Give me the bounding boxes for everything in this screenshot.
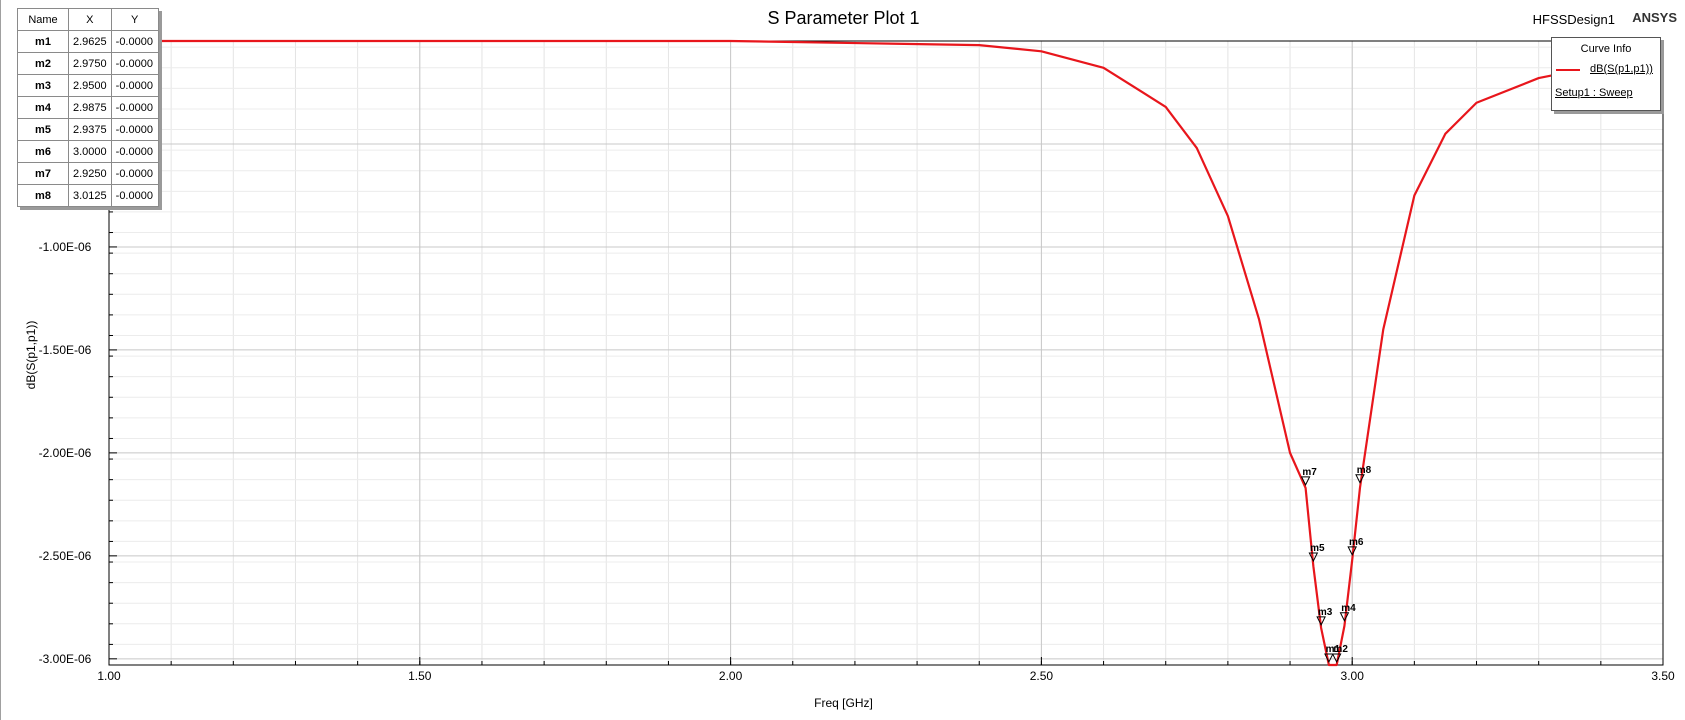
marker-y: -0.0000 bbox=[110, 162, 159, 185]
marker-y: -0.0000 bbox=[110, 118, 159, 141]
grid bbox=[108, 41, 1664, 666]
marker-name: m7 bbox=[17, 162, 69, 185]
x-tick-label: 2.00 bbox=[719, 669, 743, 683]
marker-label: m6 bbox=[1349, 537, 1364, 548]
marker-triangle bbox=[1331, 653, 1342, 664]
marker-x: 3.0125 bbox=[68, 184, 112, 207]
table-row[interactable]: m2 2.9750 -0.0000 bbox=[17, 52, 159, 75]
marker-label: m3 bbox=[1318, 607, 1333, 618]
marker-label: m8 bbox=[1357, 465, 1372, 476]
marker-name: m8 bbox=[17, 184, 69, 207]
legend-entry[interactable]: dB(S(p1,p1)) bbox=[1552, 63, 1660, 79]
x-tick-label: 3.50 bbox=[1651, 669, 1675, 683]
x-axis-label: Freq [GHz] bbox=[814, 696, 873, 710]
marker-label: m1 bbox=[1326, 644, 1341, 655]
y-axis-label: dB(S(p1,p1)) bbox=[24, 320, 38, 390]
marker-name: m1 bbox=[17, 30, 69, 53]
marker-x: 2.9750 bbox=[68, 52, 112, 75]
y-tick-label: -1.50E-06 bbox=[39, 343, 92, 357]
marker-name: m6 bbox=[17, 140, 69, 163]
marker-triangle bbox=[1316, 616, 1326, 626]
header-name: Name bbox=[17, 8, 69, 31]
x-tick-label: 2.50 bbox=[1030, 669, 1054, 683]
marker-x: 2.9375 bbox=[68, 118, 112, 141]
marker-y: -0.0000 bbox=[110, 96, 159, 119]
marker-y: -0.0000 bbox=[110, 30, 159, 53]
vendor-logo: ANSYS bbox=[1632, 10, 1677, 25]
marker-triangle bbox=[1355, 474, 1365, 484]
marker-triangle bbox=[1324, 653, 1334, 664]
table-row[interactable]: m1 2.9625 -0.0000 bbox=[17, 30, 159, 53]
marker-x: 2.9875 bbox=[68, 96, 112, 119]
marker-label: m7 bbox=[1302, 467, 1317, 478]
marker-triangle bbox=[1300, 476, 1311, 486]
table-row[interactable]: m3 2.9500 -0.0000 bbox=[17, 74, 159, 97]
table-row[interactable]: m6 3.0000 -0.0000 bbox=[17, 140, 159, 163]
marker-label: m4 bbox=[1341, 603, 1356, 614]
y-tick-label: -3.00E-06 bbox=[39, 652, 92, 666]
marker-name: m5 bbox=[17, 118, 69, 141]
curve-layer bbox=[109, 39, 1664, 667]
design-name: HFSSDesign1 bbox=[1532, 12, 1615, 27]
marker-triangle bbox=[1339, 612, 1350, 622]
marker-triangle bbox=[1308, 552, 1319, 563]
x-tick-label: 3.00 bbox=[1341, 669, 1365, 683]
marker-y: -0.0000 bbox=[110, 140, 159, 163]
curve-info-title: Curve Info bbox=[1580, 43, 1632, 55]
marker-name: m3 bbox=[17, 74, 69, 97]
header-x: X bbox=[68, 8, 112, 31]
plot-title: S Parameter Plot 1 bbox=[767, 8, 920, 28]
marker-x: 2.9250 bbox=[68, 162, 112, 185]
axis-ticks: 1.00 1.50 2.00 2.50 3.00 3.50 -1.00E-06 -1.50E-… bbox=[39, 46, 1675, 683]
marker-triangle bbox=[1347, 546, 1358, 556]
marker-table[interactable]: Name X Y m1 2.9625 -0.0000 m2 2.9750 -0.… bbox=[17, 8, 159, 207]
y-tick-label: -2.50E-06 bbox=[39, 549, 92, 563]
header-y: Y bbox=[110, 8, 159, 31]
legend-setup-name: Setup1 : Sweep bbox=[1555, 87, 1633, 99]
x-tick-label: 1.50 bbox=[408, 669, 432, 683]
marker-y: -0.0000 bbox=[110, 74, 159, 97]
marker-x: 3.0000 bbox=[68, 140, 112, 163]
table-row[interactable]: m7 2.9250 -0.0000 bbox=[17, 162, 159, 185]
table-row[interactable]: m5 2.9375 -0.0000 bbox=[17, 118, 159, 141]
curve-info-legend[interactable]: Curve Info dB(S(p1,p1)) Setup1 : Sweep bbox=[1551, 37, 1661, 111]
table-row[interactable]: m4 2.9875 -0.0000 bbox=[17, 96, 159, 119]
table-row[interactable]: m8 3.0125 -0.0000 bbox=[17, 184, 159, 207]
marker-table-header: Name X Y bbox=[17, 8, 159, 31]
marker-name: m4 bbox=[17, 96, 69, 119]
series-line bbox=[109, 39, 1664, 667]
marker-x: 2.9625 bbox=[68, 30, 112, 53]
legend-swatch bbox=[1556, 69, 1580, 71]
marker-y: -0.0000 bbox=[110, 184, 159, 207]
marker-label: m5 bbox=[1310, 543, 1325, 554]
legend-curve-name: dB(S(p1,p1)) bbox=[1590, 63, 1653, 75]
x-tick-label: 1.00 bbox=[97, 669, 121, 683]
plot-area[interactable] bbox=[108, 40, 1664, 666]
marker-name: m2 bbox=[17, 52, 69, 75]
marker-y: -0.0000 bbox=[110, 52, 159, 75]
y-tick-label: -1.00E-06 bbox=[39, 240, 92, 254]
marker-label: m2 bbox=[1333, 644, 1348, 655]
marker-x: 2.9500 bbox=[68, 74, 112, 97]
y-tick-label: -2.00E-06 bbox=[39, 446, 92, 460]
